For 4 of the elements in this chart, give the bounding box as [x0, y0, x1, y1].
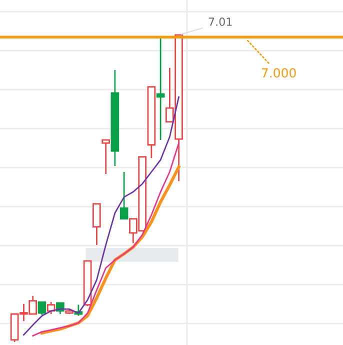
candlestick	[110, 69, 120, 167]
annotation: 7.01	[208, 18, 232, 26]
candlestick	[156, 36, 165, 141]
text: 7.000	[262, 68, 296, 78]
